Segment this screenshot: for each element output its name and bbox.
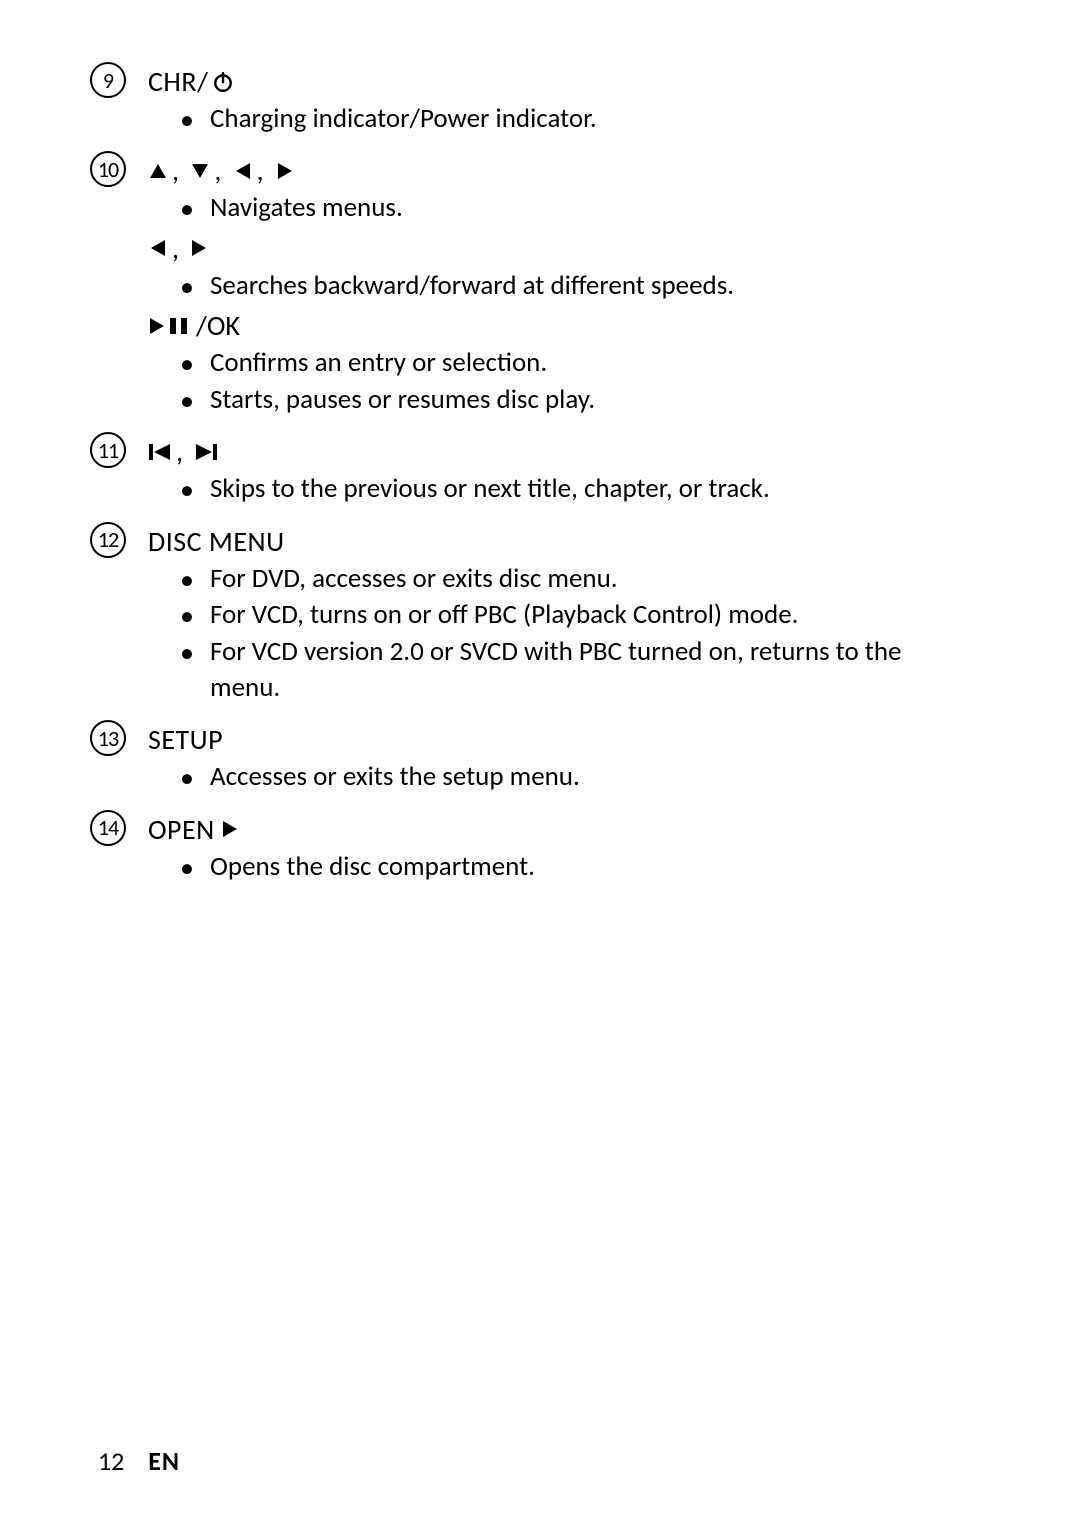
comma: , <box>214 153 228 188</box>
item-body: OPEN Opens the disc compartment. <box>148 808 990 889</box>
bullet-item: For DVD, accesses or exits disc menu. <box>180 561 990 597</box>
bullet-item: For VCD, turns on or off PBC (Playback C… <box>180 597 990 633</box>
heading-text: CHR/ <box>148 64 208 99</box>
circled-number: 11 <box>90 432 126 468</box>
up-icon <box>148 161 168 181</box>
bullet-item: Opens the disc compartment. <box>180 849 990 885</box>
item-body: , , , Navigates menus. , Searches backwa… <box>148 149 990 422</box>
comma: , <box>172 231 185 266</box>
bullet-list: Skips to the previous or next title, cha… <box>148 471 990 507</box>
item-10: 10 , , , Navigates menus. , Searches bac… <box>90 149 990 422</box>
bullet-list: Accesses or exits the setup menu. <box>148 759 990 795</box>
play-icon <box>219 819 239 839</box>
bullet-item: Accesses or exits the setup menu. <box>180 759 990 795</box>
bullet-item: For VCD version 2.0 or SVCD with PBC tur… <box>180 634 990 707</box>
bullet-list: Confirms an entry or selection. Starts, … <box>148 345 990 418</box>
right-icon <box>189 238 209 258</box>
item-heading: DISC MENU <box>148 524 990 559</box>
circled-number: 13 <box>90 720 126 756</box>
item-subheading: /OK <box>148 308 990 343</box>
heading-text: SETUP <box>148 722 223 757</box>
item-14: 14 OPEN Opens the disc compartment. <box>90 808 990 889</box>
bullet-list: For DVD, accesses or exits disc menu. Fo… <box>148 561 990 707</box>
circled-number: 9 <box>90 62 126 98</box>
item-9: 9 CHR/ Charging indicator/Power indicato… <box>90 60 990 141</box>
item-12: 12 DISC MENU For DVD, accesses or exits … <box>90 520 990 711</box>
comma: , <box>257 153 271 188</box>
language-code: EN <box>148 1445 180 1477</box>
bullet-list: Searches backward/forward at different s… <box>148 268 990 304</box>
play-pause-icon <box>148 316 192 336</box>
power-icon <box>212 71 234 93</box>
bullet-list: Charging indicator/Power indicator. <box>148 101 990 137</box>
left-icon <box>148 238 168 258</box>
comma: , <box>172 153 186 188</box>
down-icon <box>190 161 210 181</box>
item-body: SETUP Accesses or exits the setup menu. <box>148 718 990 799</box>
right-icon <box>275 161 295 181</box>
manual-page-content: 9 CHR/ Charging indicator/Power indicato… <box>0 0 1080 889</box>
bullet-list: Opens the disc compartment. <box>148 849 990 885</box>
item-subheading: , <box>148 231 990 266</box>
item-body: CHR/ Charging indicator/Power indicator. <box>148 60 990 141</box>
left-icon <box>233 161 253 181</box>
heading-text: OPEN <box>148 812 215 847</box>
bullet-item: Confirms an entry or selection. <box>180 345 990 381</box>
bullet-list: Navigates menus. <box>148 190 990 226</box>
item-heading: , , , <box>148 153 990 188</box>
bullet-item: Skips to the previous or next title, cha… <box>180 471 990 507</box>
bullet-item: Charging indicator/Power indicator. <box>180 101 990 137</box>
bullet-item: Starts, pauses or resumes disc play. <box>180 382 990 418</box>
heading-text: DISC MENU <box>148 524 285 559</box>
page-number: 12 <box>98 1445 124 1477</box>
item-body: , Skips to the previous or next title, c… <box>148 430 990 511</box>
comma: , <box>176 434 190 469</box>
item-heading: , <box>148 434 990 469</box>
item-heading: SETUP <box>148 722 990 757</box>
ok-text: /OK <box>196 308 240 343</box>
prev-track-icon <box>148 442 172 462</box>
circled-number: 12 <box>90 522 126 558</box>
circled-number: 14 <box>90 810 126 846</box>
item-heading: CHR/ <box>148 64 990 99</box>
circled-number: 10 <box>90 151 126 187</box>
bullet-item: Navigates menus. <box>180 190 990 226</box>
item-heading: OPEN <box>148 812 990 847</box>
page-footer: 12 EN <box>98 1445 180 1477</box>
item-body: DISC MENU For DVD, accesses or exits dis… <box>148 520 990 711</box>
item-11: 11 , Skips to the previous or next title… <box>90 430 990 511</box>
bullet-item: Searches backward/forward at different s… <box>180 268 990 304</box>
item-13: 13 SETUP Accesses or exits the setup men… <box>90 718 990 799</box>
next-track-icon <box>194 442 218 462</box>
